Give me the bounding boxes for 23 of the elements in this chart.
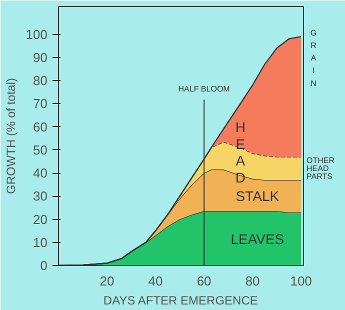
series-label: STALK bbox=[236, 188, 280, 204]
y-tick-label: 40 bbox=[33, 166, 48, 180]
x-tick-label: 100 bbox=[290, 274, 312, 288]
y-tick-label: 30 bbox=[33, 188, 48, 204]
x-tick-label: 60 bbox=[196, 274, 212, 288]
y-tick-label: 0 bbox=[40, 258, 48, 273]
y-axis-title: GROWTH (% of total) bbox=[4, 78, 18, 194]
y-tick-label: 20 bbox=[33, 212, 48, 227]
y-tick-label: 60 bbox=[33, 119, 48, 134]
ref-line-label: HALF BLOOM bbox=[178, 84, 230, 94]
x-tick-label: 20 bbox=[100, 274, 114, 288]
series-label: OTHER HEAD PARTS bbox=[306, 156, 335, 181]
series-label: GRAIN bbox=[310, 28, 317, 88]
x-tick-label: 40 bbox=[148, 274, 163, 288]
y-tick-label: 80 bbox=[33, 73, 48, 88]
x-tick-label: 80 bbox=[245, 274, 260, 288]
y-tick-label: 90 bbox=[33, 50, 48, 65]
y-tick-label: 100 bbox=[26, 26, 48, 42]
y-tick-label: 10 bbox=[33, 234, 48, 250]
x-axis-title: DAYS AFTER EMERGENCE bbox=[103, 294, 258, 308]
y-tick-label: 50 bbox=[33, 142, 48, 158]
series-label: LEAVES bbox=[230, 230, 284, 247]
y-tick-label: 70 bbox=[33, 96, 48, 112]
